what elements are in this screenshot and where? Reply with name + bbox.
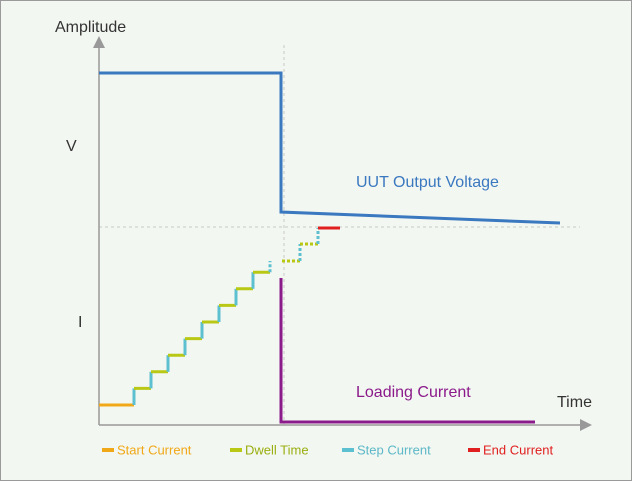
x-axis-arrow (580, 419, 592, 431)
i-label: I (78, 314, 82, 331)
voltage-label: UUT Output Voltage (356, 174, 499, 191)
current-label: Loading Current (356, 384, 471, 401)
voltage-curve (99, 71, 561, 225)
staircase (99, 226, 340, 407)
y-axis-label: Amplitude (55, 19, 126, 36)
legend-swatch (230, 448, 242, 452)
current-curve (279, 278, 535, 424)
legend-swatch (468, 448, 480, 452)
legend-label: Dwell Time (245, 442, 309, 457)
legend-swatch (342, 448, 354, 452)
legend-label: Start Current (117, 442, 192, 457)
x-axis-label: Time (557, 394, 592, 411)
legend-label: Step Current (357, 442, 431, 457)
legend-label: End Current (483, 442, 553, 457)
v-label: V (66, 138, 77, 155)
legend-swatch (102, 448, 114, 452)
legend: Start Current Dwell Time Step Current En… (102, 442, 553, 457)
y-axis-arrow (93, 36, 105, 48)
